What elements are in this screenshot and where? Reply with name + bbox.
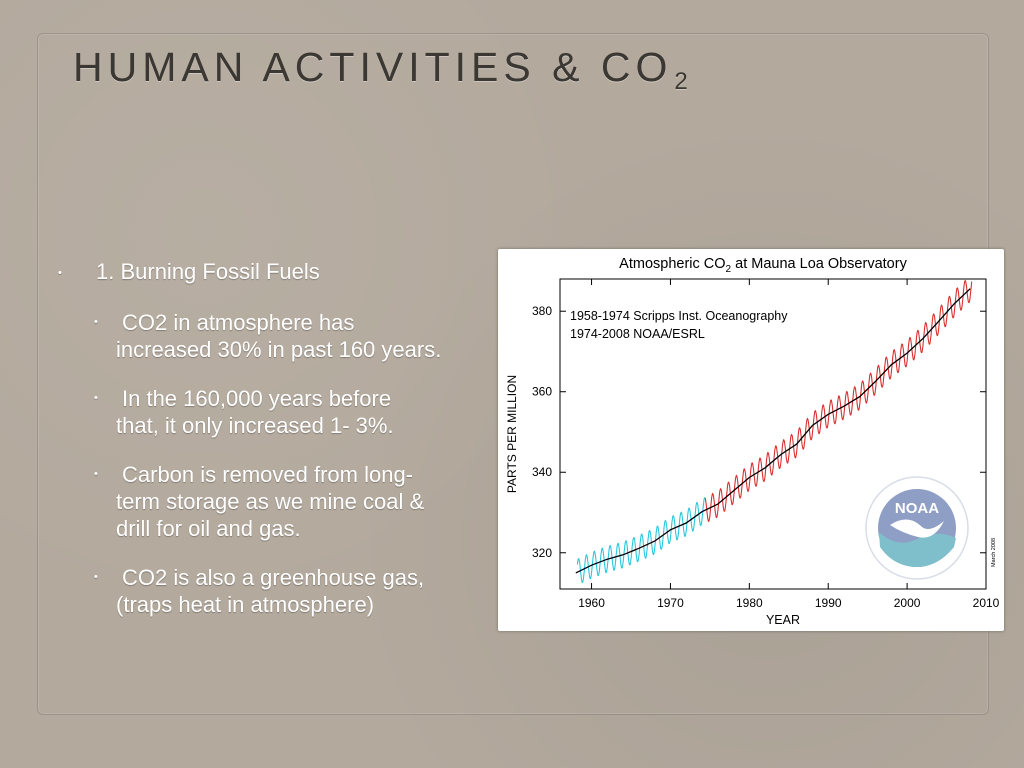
noaa-logo-text: NOAA	[895, 500, 939, 517]
sub-bullet-item: • CO2 in atmosphere has increased 30% in…	[58, 309, 498, 363]
bullet-text: 1. Burning Fossil Fuels	[96, 259, 320, 284]
scripps-series-line	[576, 497, 706, 584]
bullet-dot: •	[94, 468, 98, 480]
x-tick-label: 1970	[657, 596, 684, 610]
chart-annotation: 1958-1974 Scripps Inst. Oceanography	[570, 309, 788, 323]
sub-bullet-line: In the 160,000 years before	[122, 386, 392, 411]
sub-bullet-line: term storage as we mine coal &	[116, 489, 425, 514]
noaa-logo: NOAA	[865, 476, 969, 580]
bullet-item: • 1. Burning Fossil Fuels	[58, 258, 498, 285]
x-tick-label: 2000	[894, 596, 921, 610]
y-axis-label: PARTS PER MILLION	[505, 375, 519, 493]
y-tick-label: 320	[532, 546, 552, 560]
bullet-dot: •	[94, 571, 98, 583]
chart-title-suffix: at Mauna Loa Observatory	[731, 256, 907, 272]
sub-bullet-line: drill for oil and gas.	[116, 516, 301, 541]
series-layer	[575, 279, 973, 584]
bullet-dot: •	[58, 267, 62, 279]
bullet-list: • 1. Burning Fossil Fuels • CO2 in atmos…	[58, 258, 498, 618]
sub-bullet-line: (traps heat in atmosphere)	[116, 592, 375, 617]
y-tick-label: 360	[532, 385, 552, 399]
sub-bullet-line: increased 30% in past 160 years.	[116, 337, 442, 362]
chart-title: Atmospheric CO2 at Mauna Loa Observatory	[619, 256, 907, 275]
y-tick-label: 340	[532, 465, 552, 479]
chart-title-main: Atmospheric CO	[619, 256, 725, 272]
slide-title: HUMAN ACTIVITIES & CO2	[73, 44, 690, 95]
chart-annotation: 1974-2008 NOAA/ESRL	[570, 327, 705, 341]
sub-bullet-line: CO2 in atmosphere has	[122, 310, 355, 335]
co2-chart: Atmospheric CO2 at Mauna Loa Observatory…	[505, 256, 1000, 627]
bullet-dot: •	[94, 316, 98, 328]
sub-bullet-line: that, it only increased 1- 3%.	[116, 413, 394, 438]
sub-bullet-line: Carbon is removed from long-	[122, 462, 414, 487]
chart-side-note: March 2008	[991, 538, 997, 567]
sub-bullet-line: CO2 is also a greenhouse gas,	[122, 565, 425, 590]
sub-bullet-item: • Carbon is removed from long- term stor…	[58, 461, 498, 542]
x-tick-label: 1990	[815, 596, 842, 610]
bullet-dot: •	[94, 392, 98, 404]
x-axis-label: YEAR	[766, 613, 800, 627]
sub-bullet-item: • CO2 is also a greenhouse gas, (traps h…	[58, 564, 498, 618]
x-tick-label: 1980	[736, 596, 763, 610]
y-tick-label: 380	[532, 304, 552, 318]
sub-bullet-item: • In the 160,000 years before that, it o…	[58, 385, 498, 439]
x-tick-label: 2010	[973, 596, 1000, 610]
axis-ticks: 1960 1970 1980 1990 2000 2010 320 340 360 380	[532, 279, 1000, 610]
trend-line	[575, 288, 971, 574]
plot-frame	[559, 278, 987, 590]
x-tick-label: 1960	[578, 596, 605, 610]
co2-chart-card: Atmospheric CO2 at Mauna Loa Observatory…	[498, 249, 1004, 631]
slide-title-subscript: 2	[674, 68, 690, 95]
noaa-series-line	[704, 279, 973, 522]
slide-title-text: HUMAN ACTIVITIES & CO	[73, 44, 673, 90]
chart-title-subscript: 2	[726, 264, 732, 275]
